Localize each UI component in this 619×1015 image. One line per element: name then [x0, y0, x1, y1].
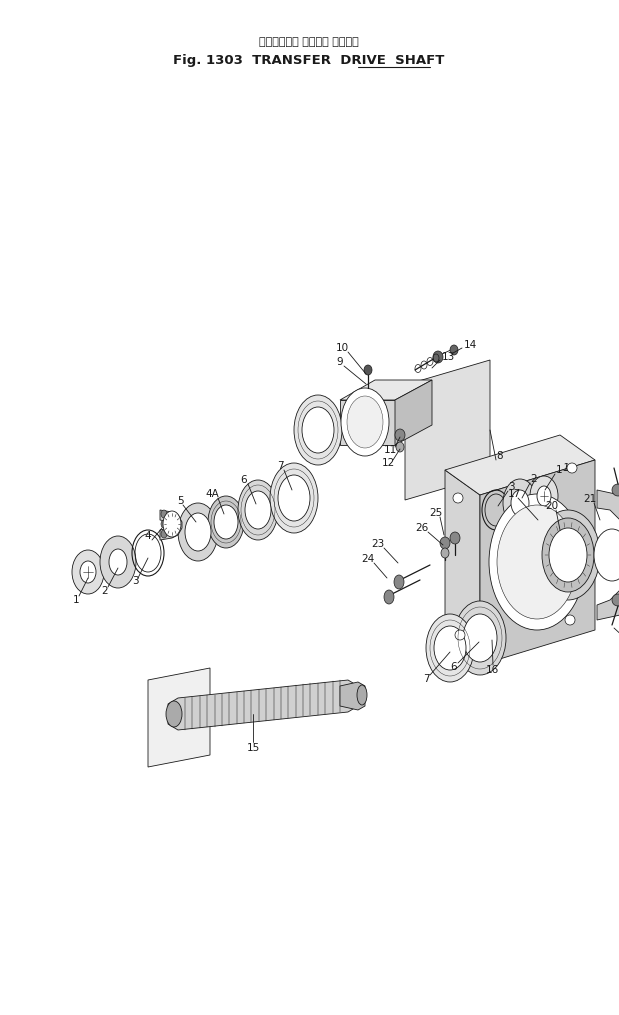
Text: 20: 20	[545, 501, 558, 511]
Text: 10: 10	[335, 343, 348, 353]
Ellipse shape	[542, 518, 594, 592]
Polygon shape	[405, 360, 490, 500]
Ellipse shape	[536, 510, 600, 600]
Ellipse shape	[166, 701, 182, 727]
Ellipse shape	[238, 480, 278, 540]
Text: Fig. 1303  TRANSFER  DRIVE  SHAFT: Fig. 1303 TRANSFER DRIVE SHAFT	[173, 54, 444, 67]
Ellipse shape	[511, 490, 529, 516]
Ellipse shape	[454, 601, 506, 675]
Ellipse shape	[433, 351, 443, 363]
Text: 25: 25	[430, 508, 443, 518]
Text: 15: 15	[246, 743, 259, 753]
Ellipse shape	[100, 536, 136, 588]
Ellipse shape	[161, 520, 167, 528]
Text: トランスファ ドライブ シャフト: トランスファ ドライブ シャフト	[259, 37, 359, 47]
Ellipse shape	[453, 493, 463, 503]
Polygon shape	[480, 460, 595, 665]
Ellipse shape	[364, 365, 372, 375]
Polygon shape	[340, 682, 365, 710]
Ellipse shape	[178, 503, 218, 561]
Text: 11: 11	[383, 445, 397, 455]
Text: 1: 1	[72, 595, 79, 605]
Text: 24: 24	[361, 554, 374, 564]
Ellipse shape	[567, 463, 577, 473]
Text: 9: 9	[337, 357, 344, 367]
Polygon shape	[160, 510, 182, 540]
Ellipse shape	[161, 530, 167, 538]
Ellipse shape	[441, 548, 449, 558]
Text: 14: 14	[464, 340, 477, 350]
Text: 21: 21	[583, 494, 597, 504]
Polygon shape	[340, 400, 395, 445]
Text: 3: 3	[508, 482, 514, 492]
Ellipse shape	[80, 561, 96, 583]
Text: 3: 3	[132, 576, 138, 586]
Ellipse shape	[214, 505, 238, 539]
Ellipse shape	[109, 549, 127, 576]
Text: 16: 16	[485, 665, 499, 675]
Ellipse shape	[395, 429, 405, 441]
Polygon shape	[395, 380, 432, 445]
Ellipse shape	[503, 479, 537, 527]
Text: 2: 2	[530, 474, 537, 484]
Ellipse shape	[594, 529, 619, 581]
Text: 4A: 4A	[205, 489, 219, 499]
Text: 26: 26	[415, 523, 428, 533]
Text: 7: 7	[423, 674, 430, 684]
Text: 8: 8	[496, 451, 503, 461]
Text: 1: 1	[556, 465, 562, 475]
Text: 7: 7	[277, 461, 284, 471]
Ellipse shape	[161, 510, 167, 518]
Ellipse shape	[565, 615, 575, 625]
Ellipse shape	[434, 626, 466, 670]
Ellipse shape	[357, 685, 367, 705]
Ellipse shape	[612, 484, 619, 496]
Polygon shape	[445, 435, 595, 495]
Ellipse shape	[294, 395, 342, 465]
Ellipse shape	[497, 505, 577, 619]
Ellipse shape	[489, 494, 585, 630]
Ellipse shape	[347, 396, 383, 448]
Text: 4: 4	[145, 531, 151, 541]
Text: 13: 13	[441, 352, 454, 362]
Ellipse shape	[163, 511, 181, 537]
Ellipse shape	[530, 476, 558, 516]
Ellipse shape	[426, 614, 474, 682]
Text: 23: 23	[371, 539, 384, 549]
Ellipse shape	[72, 550, 104, 594]
Ellipse shape	[185, 513, 211, 551]
Ellipse shape	[537, 486, 551, 506]
Ellipse shape	[394, 576, 404, 589]
Text: 2: 2	[102, 586, 108, 596]
Text: 1: 1	[563, 463, 569, 473]
Ellipse shape	[245, 491, 271, 529]
Ellipse shape	[270, 463, 318, 533]
Ellipse shape	[549, 528, 587, 582]
Text: 17: 17	[508, 489, 521, 499]
Ellipse shape	[450, 532, 460, 544]
Ellipse shape	[450, 345, 458, 355]
Ellipse shape	[455, 630, 465, 640]
Polygon shape	[340, 380, 432, 400]
Ellipse shape	[463, 614, 497, 662]
Polygon shape	[168, 680, 358, 730]
Ellipse shape	[612, 594, 619, 606]
Ellipse shape	[278, 475, 310, 521]
Text: 6: 6	[451, 662, 457, 672]
Polygon shape	[445, 470, 480, 665]
Ellipse shape	[302, 407, 334, 453]
Ellipse shape	[208, 496, 244, 548]
Polygon shape	[597, 490, 619, 620]
Text: 6: 6	[241, 475, 248, 485]
Text: 5: 5	[176, 496, 183, 506]
Ellipse shape	[440, 537, 450, 549]
Text: 12: 12	[381, 458, 395, 468]
Ellipse shape	[396, 442, 404, 452]
Ellipse shape	[384, 590, 394, 604]
Ellipse shape	[341, 388, 389, 456]
Polygon shape	[148, 668, 210, 767]
